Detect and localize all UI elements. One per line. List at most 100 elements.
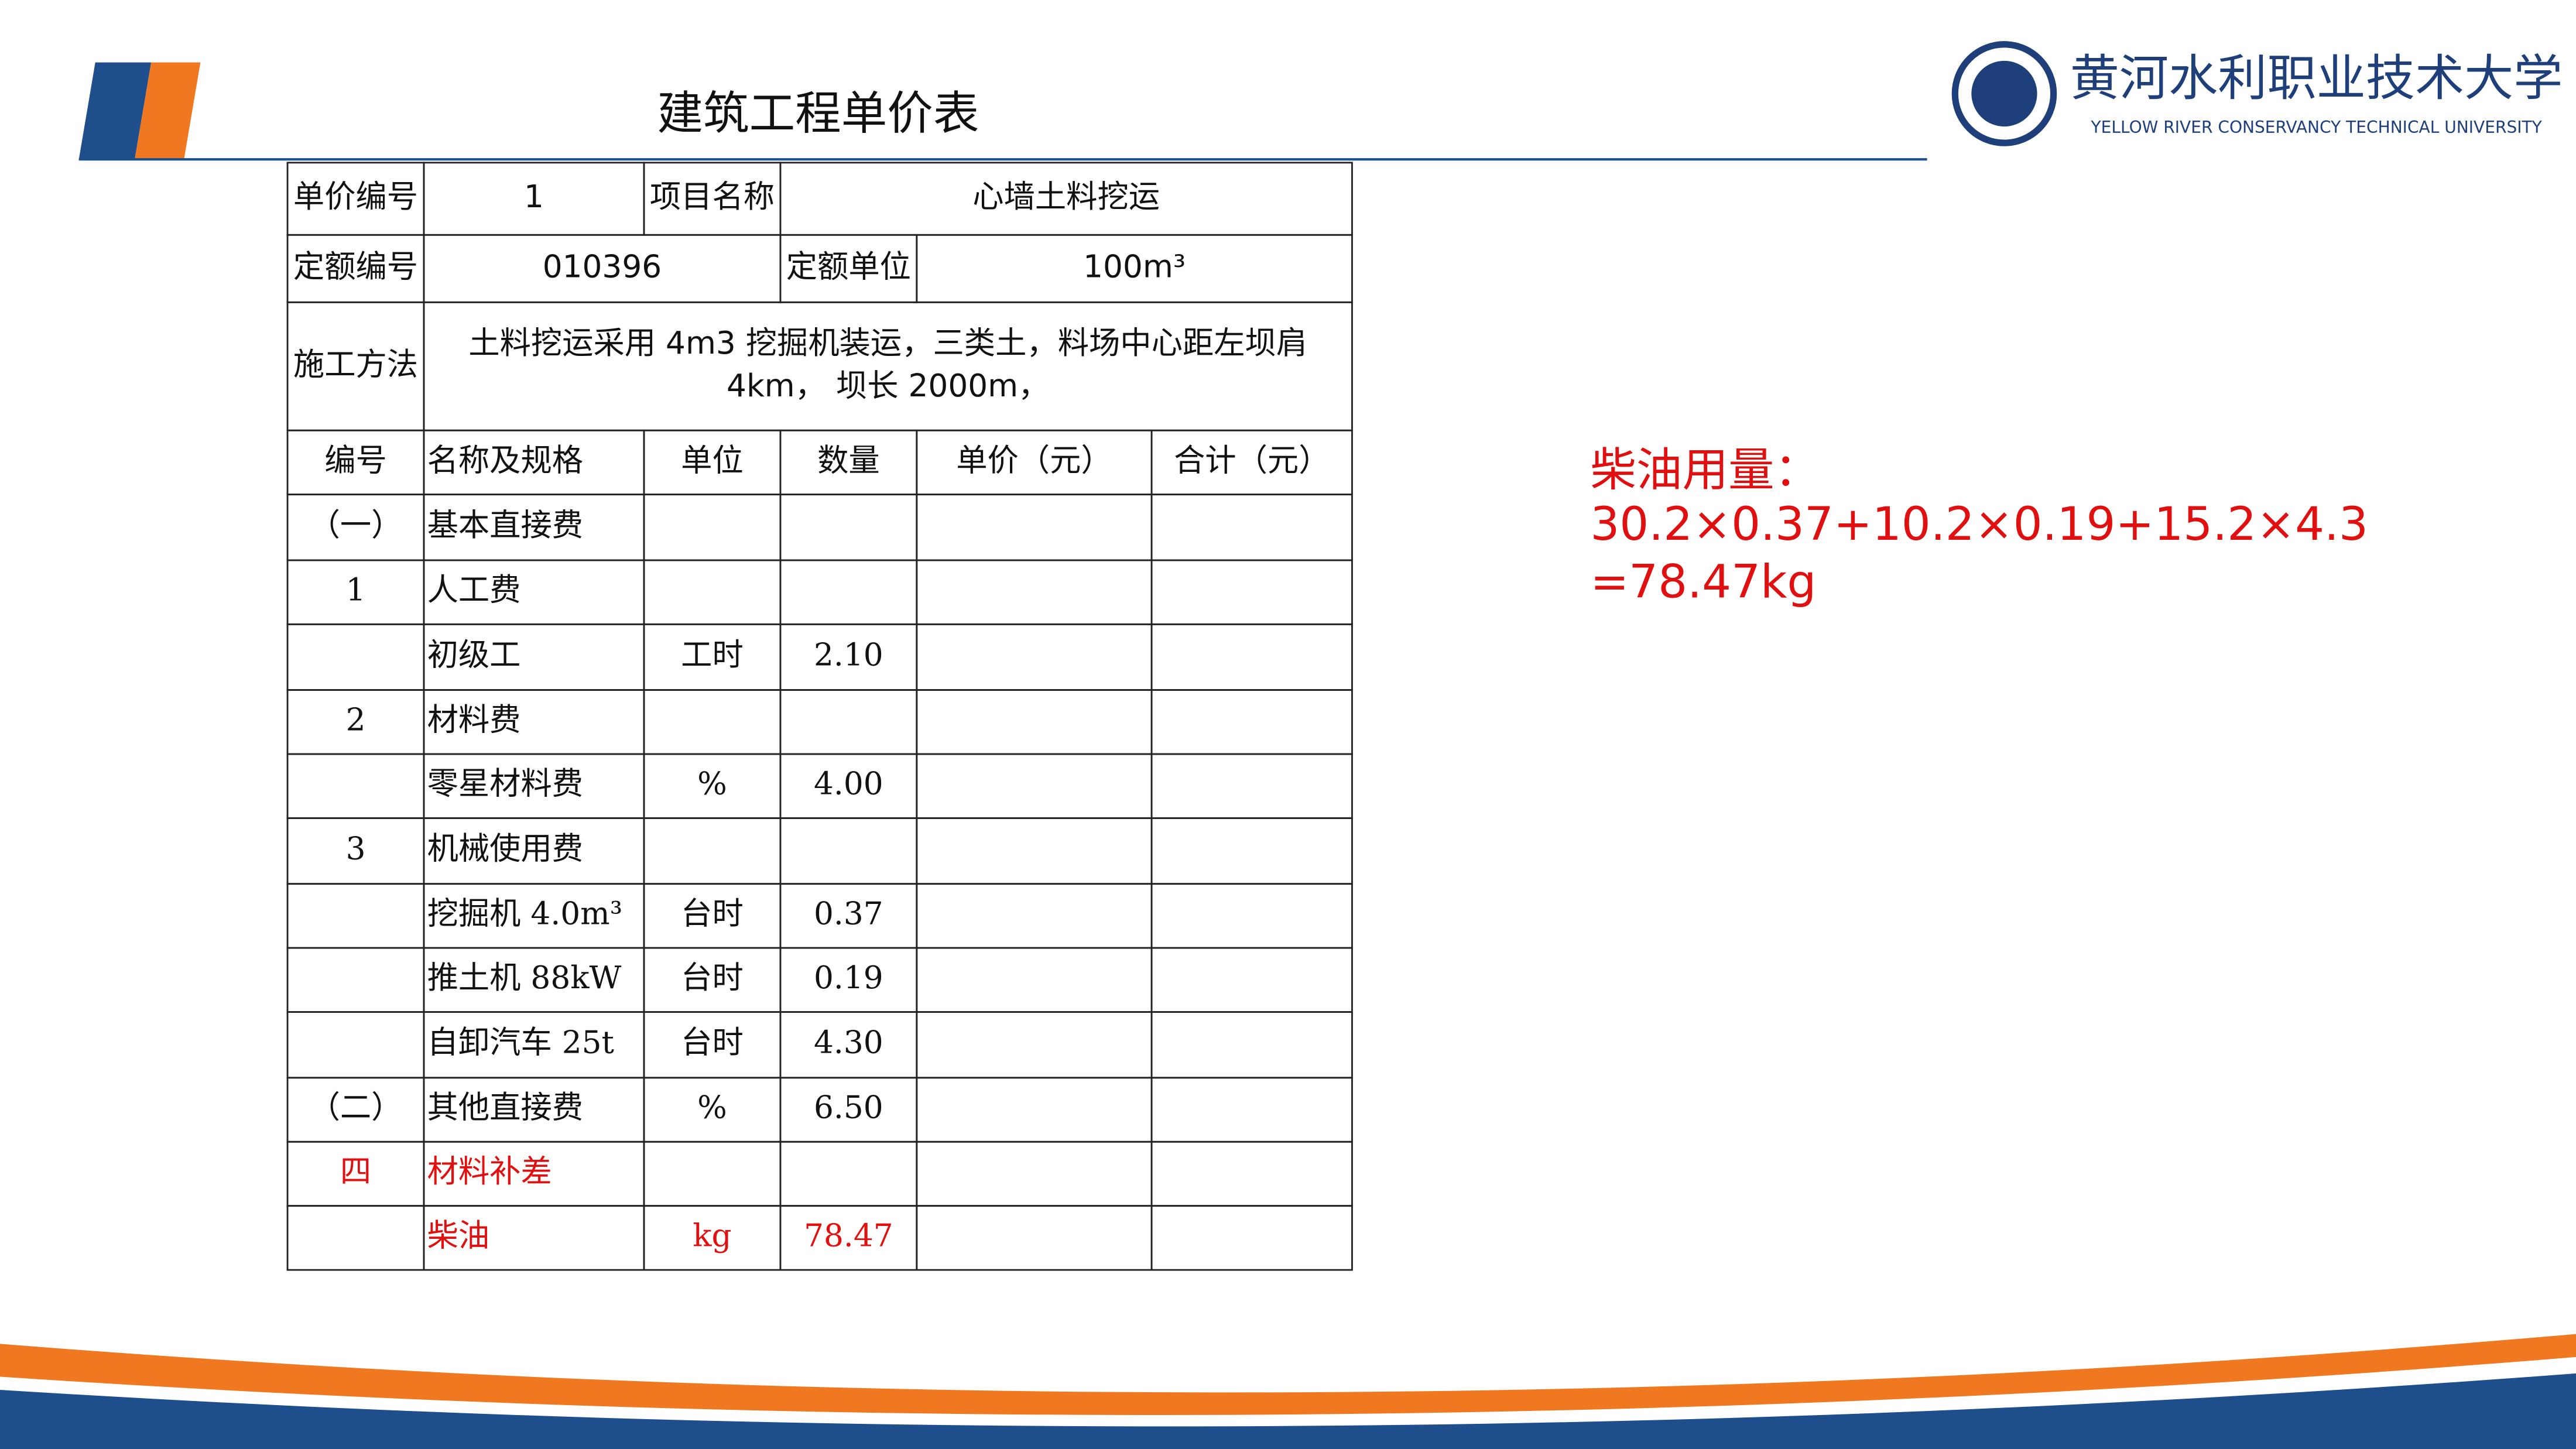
cell-text: 100m³ [1083, 248, 1186, 285]
cell-text: 人工费 [427, 572, 521, 608]
cell-text: 4km， 坝长 2000m， [727, 368, 1049, 404]
cell-text: 台时 [681, 895, 744, 931]
cell-text: 材料补差 [427, 1153, 552, 1190]
decor-blue [78, 62, 152, 160]
table-cell [779, 559, 918, 625]
table-cell [1150, 817, 1353, 885]
cell-text: 2 [346, 701, 366, 738]
cell-text: 78.47 [804, 1217, 893, 1253]
cell-text: kg [693, 1217, 731, 1253]
table-cell [1150, 689, 1353, 755]
table-cell [286, 947, 425, 1013]
table-cell [916, 753, 1153, 819]
cell-text: 2.10 [814, 636, 883, 673]
cell-text: 定额编号 [293, 248, 418, 285]
cell-text: 其他直接费 [427, 1090, 583, 1126]
table-cell [1150, 494, 1353, 561]
cell-text: （二） [309, 1090, 403, 1126]
cell-text: 初级工 [427, 636, 521, 673]
table-cell [916, 1011, 1153, 1079]
cell-text: 0.37 [814, 895, 883, 931]
table-cell [916, 623, 1153, 691]
table-cell [1150, 559, 1353, 625]
table-cell [1150, 1077, 1353, 1143]
table-cell [779, 1140, 918, 1207]
table-cell [643, 689, 782, 755]
note-line: 柴油用量： [1590, 443, 1820, 497]
cell-text: 土料挖运采用 4m3 挖掘机装运，三类土，料场中心距左坝肩 [468, 325, 1307, 361]
table-cell [916, 1140, 1153, 1207]
logo-cn: 黄河水利职业技术大学 [2070, 49, 2563, 107]
cell-text: 工时 [681, 636, 744, 673]
logo-en: YELLOW RIVER CONSERVANCY TECHNICAL UNIVE… [2090, 118, 2542, 137]
cell-text: 定额单位 [786, 248, 911, 285]
cell-text: 6.50 [814, 1090, 883, 1126]
cell-text: 挖掘机 4.0m³ [427, 895, 622, 931]
cell-text: 材料费 [427, 701, 521, 738]
table-cell [286, 1205, 425, 1271]
table-cell [1150, 883, 1353, 949]
table-cell [286, 623, 425, 691]
cell-text: 单位 [681, 443, 744, 479]
table-cell [1150, 947, 1353, 1013]
cell-text: 1 [346, 572, 366, 608]
cell-text: 010396 [543, 248, 662, 285]
cell-text: 心墙土料挖运 [972, 179, 1160, 215]
cell-text: （一） [309, 507, 403, 543]
table-cell [916, 947, 1153, 1013]
table-cell [1150, 623, 1353, 691]
table-cell [916, 689, 1153, 755]
cell-text: 基本直接费 [427, 507, 583, 543]
cell-text: 单价（元） [956, 443, 1112, 479]
table-cell [1150, 1140, 1353, 1207]
cell-text: 机械使用费 [427, 831, 583, 867]
table-cell [779, 817, 918, 885]
cell-text: 自卸汽车 25t [427, 1025, 614, 1061]
table-cell [916, 1077, 1153, 1143]
cell-text: 柴油 [427, 1217, 490, 1253]
table-cell [643, 494, 782, 561]
cell-text: 0.19 [814, 960, 883, 996]
table-cell [916, 883, 1153, 949]
cell-text: % [697, 1090, 727, 1126]
table-cell [779, 689, 918, 755]
logo-core [1971, 60, 2037, 127]
cell-text: 单价编号 [293, 179, 418, 215]
table-cell [643, 559, 782, 625]
cell-text: 零星材料费 [427, 766, 583, 802]
cell-text: 编号 [324, 443, 387, 479]
table-cell [643, 1140, 782, 1207]
table-cell [1150, 753, 1353, 819]
table-cell [286, 883, 425, 949]
note-line: 30.2×0.37+10.2×0.19+15.2×4.3 [1590, 497, 2368, 551]
table-cell [916, 559, 1153, 625]
table-cell [1150, 1011, 1353, 1079]
table-cell [916, 494, 1153, 561]
table-cell [916, 817, 1153, 885]
cell-text: 4.30 [814, 1025, 883, 1061]
cell-text: 1 [524, 179, 544, 215]
cell-text: 施工方法 [293, 346, 418, 382]
table-cell [1150, 1205, 1353, 1271]
table-cell [423, 301, 1353, 431]
table-cell [286, 753, 425, 819]
table-cell [286, 1011, 425, 1079]
cell-text: 名称及规格 [427, 443, 583, 479]
cell-text: 合计（元） [1174, 443, 1330, 479]
cell-text: 台时 [681, 960, 744, 996]
table-cell [916, 1205, 1153, 1271]
cell-text: 3 [346, 831, 366, 867]
note-line: =78.47kg [1590, 554, 1816, 608]
cell-text: 台时 [681, 1025, 744, 1061]
title: 建筑工程单价表 [657, 87, 979, 141]
cell-text: 项目名称 [650, 179, 775, 215]
cell-text: 4.00 [814, 766, 883, 802]
cell-text: 数量 [817, 443, 880, 479]
cell-text: % [697, 766, 727, 802]
table-cell [779, 494, 918, 561]
footer-blue [0, 1373, 2576, 1449]
decor-orange [135, 62, 201, 160]
table-cell [643, 817, 782, 885]
